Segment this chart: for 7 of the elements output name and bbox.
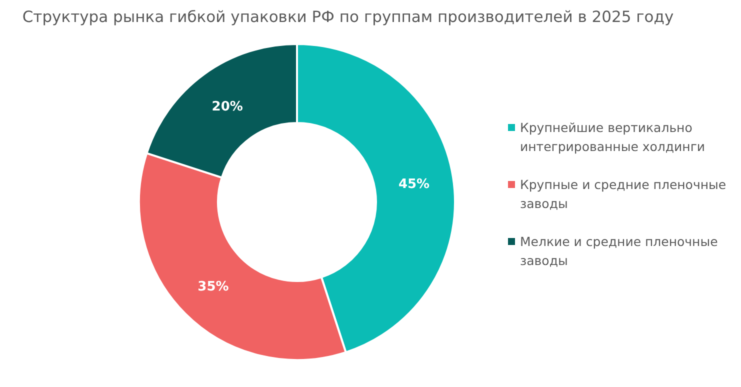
data-label: 20% (212, 100, 243, 115)
legend-label: Мелкие и средние пленочные заводы (520, 234, 718, 268)
data-label: 45% (398, 177, 430, 192)
legend-label: Крупнейшие вертикально интегрированные холдинги (520, 120, 706, 154)
legend-label: Крупные и средние пленочные заводы (520, 177, 726, 211)
data-label: 35% (198, 279, 229, 294)
chart-title: Структура рынка гибкой упаковки РФ по группам производителей в 2025 году (22, 8, 674, 26)
